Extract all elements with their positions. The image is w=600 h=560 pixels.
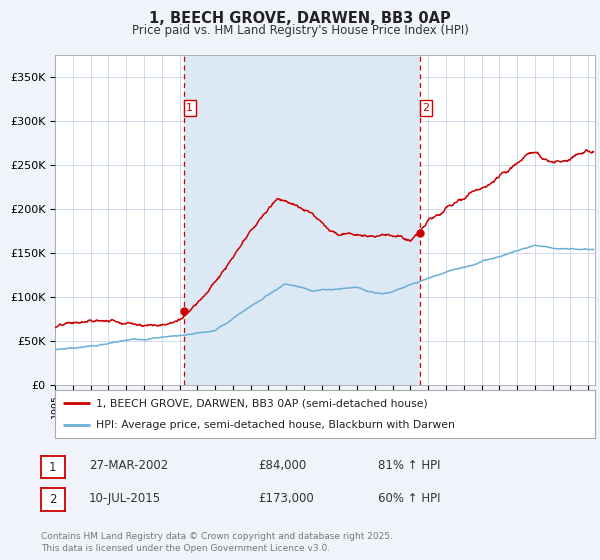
Text: 60% ↑ HPI: 60% ↑ HPI: [378, 492, 440, 505]
Text: £173,000: £173,000: [258, 492, 314, 505]
Bar: [184, 55, 420, 385]
Text: 1, BEECH GROVE, DARWEN, BB3 0AP: 1, BEECH GROVE, DARWEN, BB3 0AP: [149, 11, 451, 26]
Text: 81% ↑ HPI: 81% ↑ HPI: [378, 459, 440, 473]
Text: 2: 2: [49, 493, 56, 506]
Text: HPI: Average price, semi-detached house, Blackburn with Darwen: HPI: Average price, semi-detached house,…: [96, 420, 455, 430]
Text: 1, BEECH GROVE, DARWEN, BB3 0AP (semi-detached house): 1, BEECH GROVE, DARWEN, BB3 0AP (semi-de…: [96, 398, 427, 408]
Text: 2: 2: [422, 103, 430, 113]
Text: 27-MAR-2002: 27-MAR-2002: [89, 459, 168, 473]
Text: Contains HM Land Registry data © Crown copyright and database right 2025.
This d: Contains HM Land Registry data © Crown c…: [41, 533, 392, 553]
Text: £84,000: £84,000: [258, 459, 306, 473]
Text: Price paid vs. HM Land Registry's House Price Index (HPI): Price paid vs. HM Land Registry's House …: [131, 24, 469, 36]
Text: 1: 1: [49, 460, 56, 474]
Text: 1: 1: [186, 103, 193, 113]
Text: 10-JUL-2015: 10-JUL-2015: [89, 492, 161, 505]
